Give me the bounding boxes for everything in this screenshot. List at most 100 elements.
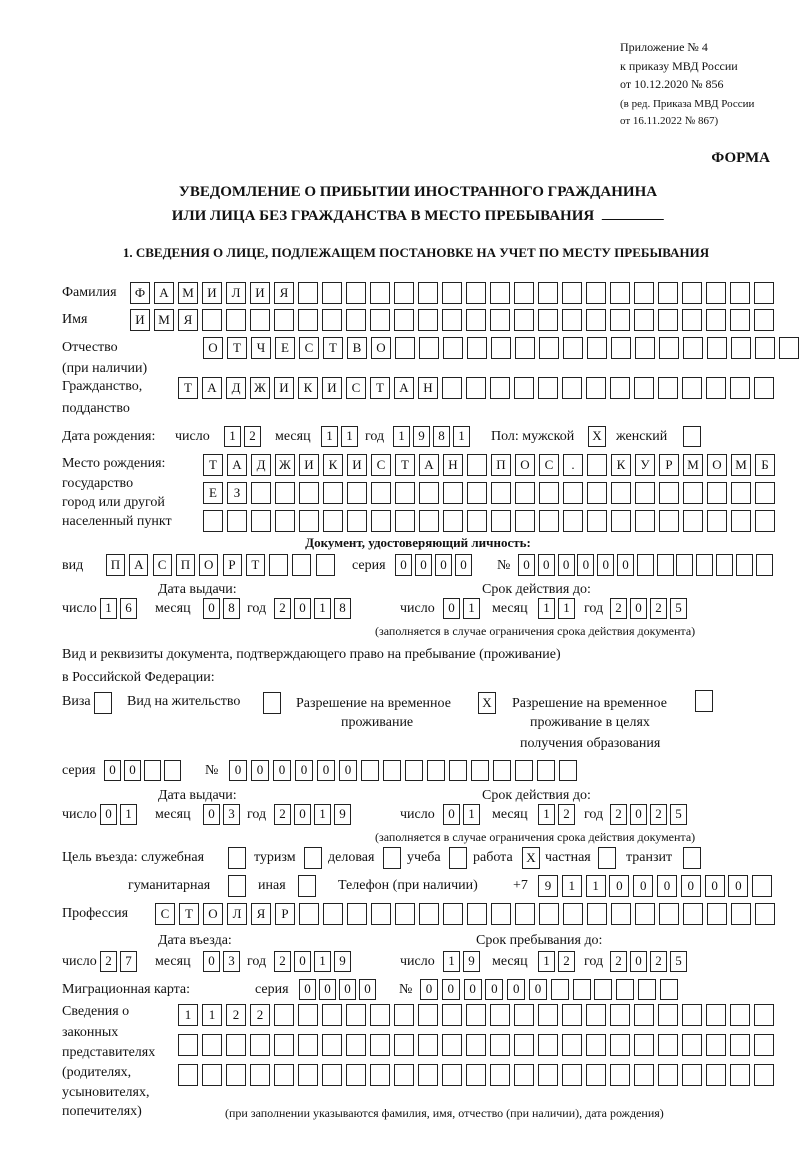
char-box[interactable]: [610, 1034, 630, 1056]
char-box[interactable]: 2: [226, 1004, 246, 1026]
char-box[interactable]: Е: [275, 337, 295, 359]
char-box[interactable]: [683, 337, 703, 359]
char-box[interactable]: Е: [203, 482, 223, 504]
char-box[interactable]: 0: [680, 875, 701, 897]
char-box[interactable]: [347, 903, 367, 925]
char-box[interactable]: 3: [223, 804, 240, 825]
char-box[interactable]: 0: [203, 804, 220, 825]
char-box[interactable]: [347, 510, 367, 532]
char-box[interactable]: Р: [275, 903, 295, 925]
char-box[interactable]: [587, 482, 607, 504]
char-box[interactable]: [707, 510, 727, 532]
char-box[interactable]: 0: [455, 554, 472, 576]
char-box[interactable]: С: [539, 454, 559, 476]
char-box[interactable]: Д: [226, 377, 246, 399]
char-box[interactable]: [634, 1034, 654, 1056]
char-box[interactable]: [611, 337, 631, 359]
char-box[interactable]: [370, 1034, 390, 1056]
char-box[interactable]: У: [635, 454, 655, 476]
char-box[interactable]: О: [515, 454, 535, 476]
char-box[interactable]: [696, 554, 714, 576]
char-box[interactable]: 9: [538, 875, 558, 897]
char-box[interactable]: [707, 482, 727, 504]
char-box[interactable]: 1: [314, 951, 331, 972]
char-box[interactable]: [538, 282, 558, 304]
char-box[interactable]: 1: [314, 804, 331, 825]
char-box[interactable]: [755, 510, 775, 532]
char-box[interactable]: [586, 1064, 606, 1086]
char-box[interactable]: 2: [274, 598, 291, 619]
char-box[interactable]: 0: [295, 760, 313, 781]
char-box[interactable]: А: [154, 282, 174, 304]
char-box[interactable]: [610, 1064, 630, 1086]
char-box[interactable]: 1: [100, 598, 117, 619]
char-box[interactable]: [370, 1064, 390, 1086]
char-box[interactable]: С: [152, 554, 172, 576]
char-box[interactable]: [491, 510, 511, 532]
char-box[interactable]: 0: [319, 979, 336, 1000]
char-box[interactable]: [659, 337, 679, 359]
char-box[interactable]: [419, 510, 439, 532]
char-box[interactable]: [634, 1004, 654, 1026]
char-box[interactable]: [466, 1034, 486, 1056]
char-box[interactable]: 2: [250, 1004, 270, 1026]
char-box[interactable]: [202, 1064, 222, 1086]
char-box[interactable]: [491, 337, 511, 359]
char-box[interactable]: [683, 847, 701, 869]
char-box[interactable]: [754, 1034, 774, 1056]
char-box[interactable]: Ч: [251, 337, 271, 359]
char-box[interactable]: 0: [359, 979, 376, 1000]
char-box[interactable]: Т: [245, 554, 265, 576]
char-box[interactable]: [682, 1034, 702, 1056]
char-box[interactable]: Ж: [250, 377, 270, 399]
char-box[interactable]: И: [299, 454, 319, 476]
char-box[interactable]: [269, 554, 289, 576]
char-box[interactable]: [682, 1064, 702, 1086]
char-box[interactable]: [658, 282, 678, 304]
char-box[interactable]: [443, 510, 463, 532]
char-box[interactable]: [323, 903, 343, 925]
char-box[interactable]: 1: [538, 804, 555, 825]
char-box[interactable]: [730, 309, 750, 331]
char-box[interactable]: К: [298, 377, 318, 399]
char-box[interactable]: [730, 377, 750, 399]
char-box[interactable]: О: [203, 337, 223, 359]
char-box[interactable]: [275, 510, 295, 532]
char-box[interactable]: [754, 282, 774, 304]
char-box[interactable]: [731, 903, 751, 925]
char-box[interactable]: [370, 282, 390, 304]
char-box[interactable]: [539, 337, 559, 359]
char-box[interactable]: С: [371, 454, 391, 476]
char-box[interactable]: Т: [203, 454, 223, 476]
char-box[interactable]: [371, 510, 391, 532]
char-box[interactable]: [707, 903, 727, 925]
char-box[interactable]: И: [250, 282, 270, 304]
char-box[interactable]: [202, 1034, 222, 1056]
char-box[interactable]: [419, 903, 439, 925]
char-box[interactable]: [634, 282, 654, 304]
char-box[interactable]: 2: [650, 804, 667, 825]
char-box[interactable]: С: [299, 337, 319, 359]
char-box[interactable]: [442, 377, 462, 399]
char-box[interactable]: 2: [558, 804, 575, 825]
char-box[interactable]: [754, 1004, 774, 1026]
char-box[interactable]: [539, 510, 559, 532]
char-box[interactable]: [658, 377, 678, 399]
char-box[interactable]: [226, 1034, 246, 1056]
char-box[interactable]: [346, 309, 366, 331]
char-box[interactable]: [178, 1064, 198, 1086]
char-box[interactable]: [493, 760, 511, 781]
char-box[interactable]: И: [274, 377, 294, 399]
char-box[interactable]: Р: [222, 554, 242, 576]
char-box[interactable]: [443, 337, 463, 359]
char-box[interactable]: 9: [413, 426, 430, 447]
char-box[interactable]: О: [371, 337, 391, 359]
char-box[interactable]: [514, 377, 534, 399]
char-box[interactable]: [490, 1064, 510, 1086]
char-box[interactable]: [638, 979, 656, 1000]
char-box[interactable]: [323, 510, 343, 532]
char-box[interactable]: И: [202, 282, 222, 304]
char-box[interactable]: [587, 454, 607, 476]
char-box[interactable]: [371, 482, 391, 504]
char-box[interactable]: [322, 1064, 342, 1086]
